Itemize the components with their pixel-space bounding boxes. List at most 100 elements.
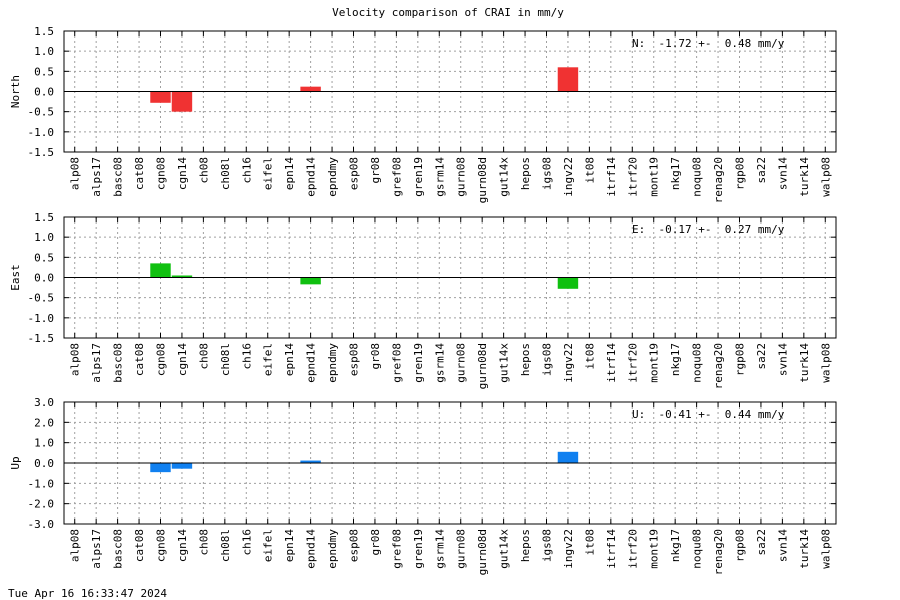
x-tick-label: cat08 — [133, 343, 146, 376]
bar-ingv22 — [557, 277, 579, 289]
x-tick-label: ch16 — [240, 343, 253, 370]
x-tick-label: rgp08 — [734, 343, 747, 376]
x-tick-label: it08 — [583, 529, 596, 556]
bar-cgn14 — [171, 275, 193, 278]
x-tick-label: gr08 — [369, 157, 382, 184]
x-tick-label: renag20 — [712, 157, 725, 203]
y-tick-label: 0.0 — [34, 86, 54, 99]
x-tick-label: cgn14 — [176, 343, 189, 376]
x-tick-label: gsrm14 — [433, 157, 446, 197]
x-tick-label: ch16 — [240, 529, 253, 556]
x-tick-label: cgn08 — [155, 343, 168, 376]
x-tick-label: hepos — [519, 529, 532, 562]
x-tick-label: itrf20 — [626, 343, 639, 383]
x-tick-label: nkg17 — [669, 529, 682, 562]
x-tick-label: gr08 — [369, 343, 382, 370]
x-tick-label: igs08 — [541, 343, 554, 376]
x-tick-label: esp08 — [348, 343, 361, 376]
x-tick-label: gren19 — [412, 529, 425, 569]
x-tick-label: igs08 — [541, 157, 554, 190]
x-tick-label: renag20 — [712, 529, 725, 575]
x-tick-label: gut14x — [498, 529, 511, 569]
x-tick-label: epndmy — [326, 343, 339, 383]
y-tick-label: 1.0 — [34, 45, 54, 58]
chart-panel-east: 1.5 1.0 0.5 0.0 -0.5 -1.0 -1.5 alp08 alps17 basc0… — [9, 211, 837, 389]
x-tick-label: ch08l — [219, 529, 232, 562]
x-tick-label: ch08 — [197, 343, 210, 370]
y-tick-label: -1.5 — [28, 146, 55, 159]
x-tick-label: alp08 — [69, 529, 82, 562]
x-tick-label: renag20 — [712, 343, 725, 389]
velocity-annotation: E: -0.17 +- 0.27 mm/y — [632, 223, 785, 236]
x-tick-label: cat08 — [133, 529, 146, 562]
y-tick-label: 0.0 — [34, 272, 54, 285]
bar-epnd14 — [300, 460, 321, 463]
x-tick-label: igs08 — [541, 529, 554, 562]
x-tick-label: esp08 — [348, 157, 361, 190]
x-tick-label: epndmy — [326, 529, 339, 569]
y-tick-label: 0.5 — [34, 251, 54, 264]
x-tick-label: noqu08 — [691, 157, 704, 197]
x-tick-label: svn14 — [776, 529, 789, 562]
y-tick-label: 3.0 — [34, 396, 54, 409]
x-tick-label: hepos — [519, 157, 532, 190]
x-tick-label: alps17 — [90, 343, 103, 383]
x-tick-label: epn14 — [283, 157, 296, 190]
x-tick-label: ch08 — [197, 157, 210, 184]
x-tick-label: alp08 — [69, 157, 82, 190]
x-tick-label: mont19 — [648, 343, 661, 383]
x-tick-label: noqu08 — [691, 529, 704, 569]
x-tick-label: gurn08 — [455, 529, 468, 569]
x-tick-label: walp08 — [819, 157, 832, 197]
y-tick-label: 1.5 — [34, 25, 54, 38]
y-tick-label: -0.5 — [28, 292, 55, 305]
x-tick-label: itrf20 — [626, 157, 639, 197]
x-tick-label: nkg17 — [669, 157, 682, 190]
x-tick-label: ingv22 — [562, 157, 575, 197]
x-tick-label: ch08 — [197, 529, 210, 556]
x-tick-label: svn14 — [776, 343, 789, 376]
bar-epnd14 — [300, 86, 321, 92]
timestamp: Tue Apr 16 16:33:47 2024 — [8, 587, 167, 600]
x-tick-label: mont19 — [648, 529, 661, 569]
x-tick-label: epnd14 — [305, 343, 318, 383]
x-tick-label: ingv22 — [562, 529, 575, 569]
bar-cgn08 — [150, 91, 171, 103]
x-tick-label: ch08l — [219, 157, 232, 190]
x-tick-label: gsrm14 — [433, 529, 446, 569]
x-tick-label: basc08 — [112, 157, 125, 197]
x-tick-label: gren19 — [412, 157, 425, 197]
x-tick-label: ch16 — [240, 157, 253, 184]
chart-title: Velocity comparison of CRAI in mm/y — [332, 6, 564, 19]
x-tick-label: sa22 — [755, 343, 768, 370]
chart-panel-north: 1.5 1.0 0.5 0.0 -0.5 -1.0 -1.5 alp08 alps17 basc0… — [9, 25, 837, 203]
x-tick-label: esp08 — [348, 529, 361, 562]
y-tick-label: 2.0 — [34, 416, 54, 429]
y-tick-label: -1.0 — [28, 312, 55, 325]
y-tick-label: -1.0 — [28, 126, 55, 139]
x-tick-label: hepos — [519, 343, 532, 376]
x-tick-label: sa22 — [755, 157, 768, 184]
y-tick-label: -1.0 — [28, 477, 55, 490]
x-tick-label: nkg17 — [669, 343, 682, 376]
x-tick-label: sa22 — [755, 529, 768, 556]
x-tick-label: itrf14 — [605, 343, 618, 383]
x-tick-label: cgn14 — [176, 529, 189, 562]
y-tick-label: 0.0 — [34, 457, 54, 470]
velocity-annotation: N: -1.72 +- 0.48 mm/y — [632, 37, 785, 50]
y-tick-label: -2.0 — [28, 498, 55, 511]
x-tick-label: eifel — [262, 343, 275, 376]
bar-cgn14 — [171, 463, 193, 469]
x-tick-label: cgn14 — [176, 157, 189, 190]
x-tick-label: itrf14 — [605, 157, 618, 197]
x-tick-label: mont19 — [648, 157, 661, 197]
x-tick-label: gurn08d — [476, 157, 489, 203]
x-tick-label: turk14 — [798, 529, 811, 569]
bar-cgn08 — [150, 463, 171, 473]
x-tick-label: cgn08 — [155, 157, 168, 190]
y-tick-label: -0.5 — [28, 106, 55, 119]
bar-cgn14 — [171, 91, 193, 112]
x-tick-label: gurn08d — [476, 529, 489, 575]
bar-epnd14 — [300, 277, 321, 285]
